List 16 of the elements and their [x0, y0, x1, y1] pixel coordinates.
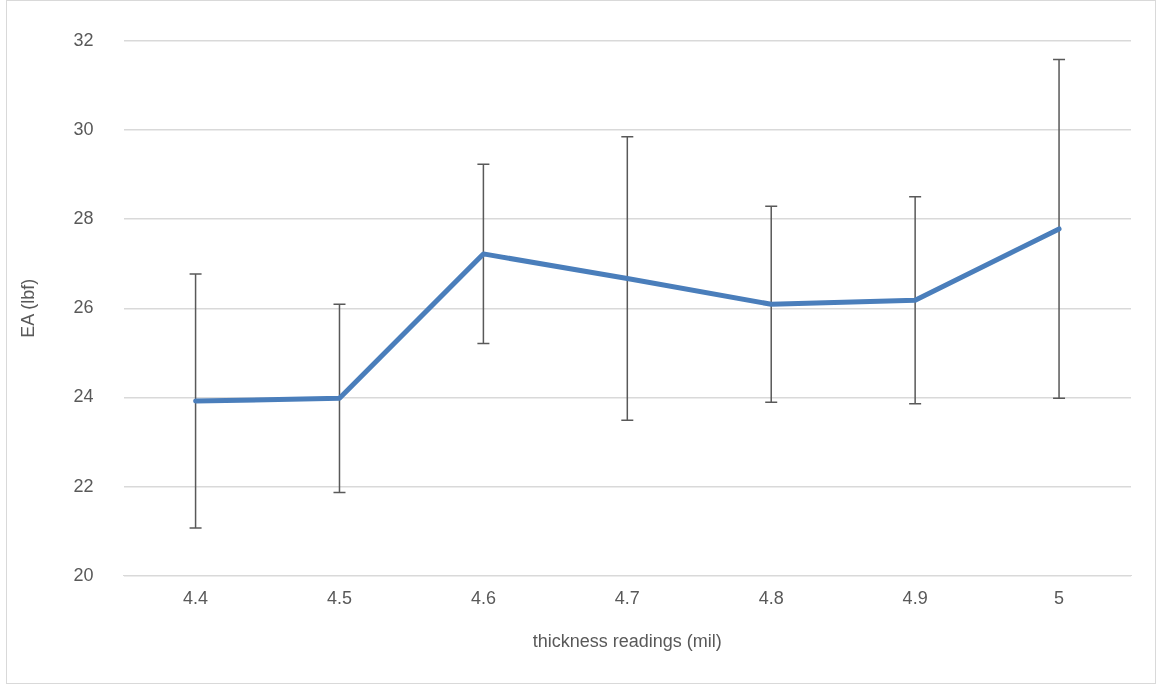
x-axis-title: thickness readings (mil) [532, 631, 722, 652]
y-tick-label: 32 [73, 29, 94, 50]
y-tick-label: 30 [73, 118, 94, 139]
y-axis-title: EA (lbf) [17, 278, 38, 338]
y-tick-label: 26 [73, 297, 94, 318]
x-tick-label: 4.8 [758, 587, 784, 608]
x-tick-label: 4.4 [183, 587, 209, 608]
x-tick-label: 5 [1054, 587, 1065, 608]
x-tick-label: 4.5 [326, 587, 352, 608]
y-tick-label: 20 [73, 564, 94, 585]
x-tick-label: 4.6 [470, 587, 496, 608]
x-tick-label: 4.7 [614, 587, 640, 608]
y-tick-label: 24 [73, 386, 94, 407]
y-tick-label: 22 [73, 475, 94, 496]
y-tick-label: 28 [73, 208, 94, 229]
x-tick-label: 4.9 [902, 587, 928, 608]
